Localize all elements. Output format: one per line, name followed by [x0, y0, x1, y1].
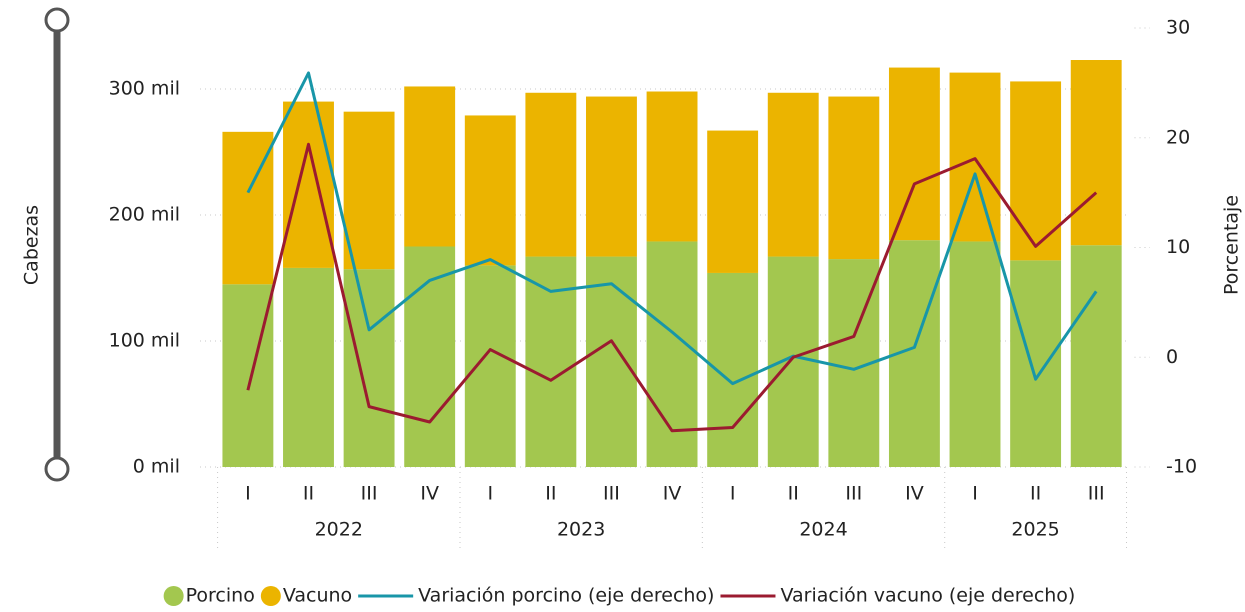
x-tick-label: II: [303, 483, 314, 505]
bar: [1010, 81, 1062, 261]
bar: [464, 265, 516, 467]
bar: [404, 86, 456, 247]
bar: [586, 96, 637, 257]
line: [246, 142, 1098, 433]
bar: [464, 115, 516, 266]
x-tick-label: II: [788, 483, 799, 505]
x-tick-label: II: [1030, 483, 1041, 505]
y2-tick-label: -10: [1166, 456, 1197, 478]
bar: [283, 267, 334, 467]
x-tick-label: IV: [420, 483, 439, 505]
legend-swatch: [163, 586, 184, 606]
bar: [222, 284, 274, 467]
bar: [646, 241, 698, 467]
x-group-label: 2022: [315, 519, 363, 541]
y-tick-label: 300 mil: [109, 77, 180, 99]
bar: [828, 96, 880, 260]
x-tick-label: IV: [663, 483, 682, 505]
x-tick-label: IV: [905, 483, 924, 505]
x-group-label: 2023: [557, 519, 605, 541]
bar: [283, 101, 334, 268]
y-tick-label: 0 mil: [133, 456, 180, 478]
x-tick-label: III: [361, 483, 378, 505]
x-tick-label: III: [603, 483, 620, 505]
legend-label: Porcino: [186, 585, 255, 607]
bar: [949, 241, 1001, 467]
y2-tick-label: 30: [1166, 17, 1190, 39]
x-tick-label: I: [972, 483, 978, 505]
bar: [767, 256, 819, 467]
slider-handle[interactable]: [44, 456, 70, 482]
y-tick-label: 200 mil: [109, 203, 180, 225]
x-tick-label: II: [545, 483, 556, 505]
bar: [343, 111, 395, 270]
bar: [586, 256, 637, 467]
legend-swatch: [260, 586, 281, 606]
y2-tick-label: 10: [1166, 236, 1190, 258]
bar: [888, 67, 940, 241]
bar: [707, 130, 759, 273]
bar: [343, 269, 395, 467]
bar: [1010, 260, 1062, 467]
bar: [646, 91, 698, 242]
x-group-label: 2025: [1011, 519, 1059, 541]
x-tick-label: I: [730, 483, 736, 505]
legend-label: Variación vacuno (eje derecho): [780, 585, 1075, 607]
slider-handle[interactable]: [44, 7, 70, 33]
bar: [767, 92, 819, 257]
x-tick-label: I: [487, 483, 493, 505]
bar: [1070, 245, 1122, 467]
bar: [525, 92, 577, 257]
x-tick-label: I: [245, 483, 251, 505]
y2-tick-label: 0: [1166, 346, 1178, 368]
legend-label: Vacuno: [283, 585, 352, 607]
x-tick-label: III: [845, 483, 862, 505]
line: [246, 71, 1098, 386]
bar: [1070, 60, 1122, 246]
bar: [949, 72, 1001, 242]
legend-label: Variación porcino (eje derecho): [418, 585, 714, 607]
y2-tick-label: 20: [1166, 126, 1190, 148]
y-axis-label: Cabezas: [21, 205, 43, 285]
bar: [404, 246, 456, 467]
y-tick-label: 100 mil: [109, 329, 180, 351]
x-group-label: 2024: [799, 519, 847, 541]
x-tick-label: III: [1088, 483, 1105, 505]
y2-axis-label: Porcentaje: [1221, 195, 1243, 295]
